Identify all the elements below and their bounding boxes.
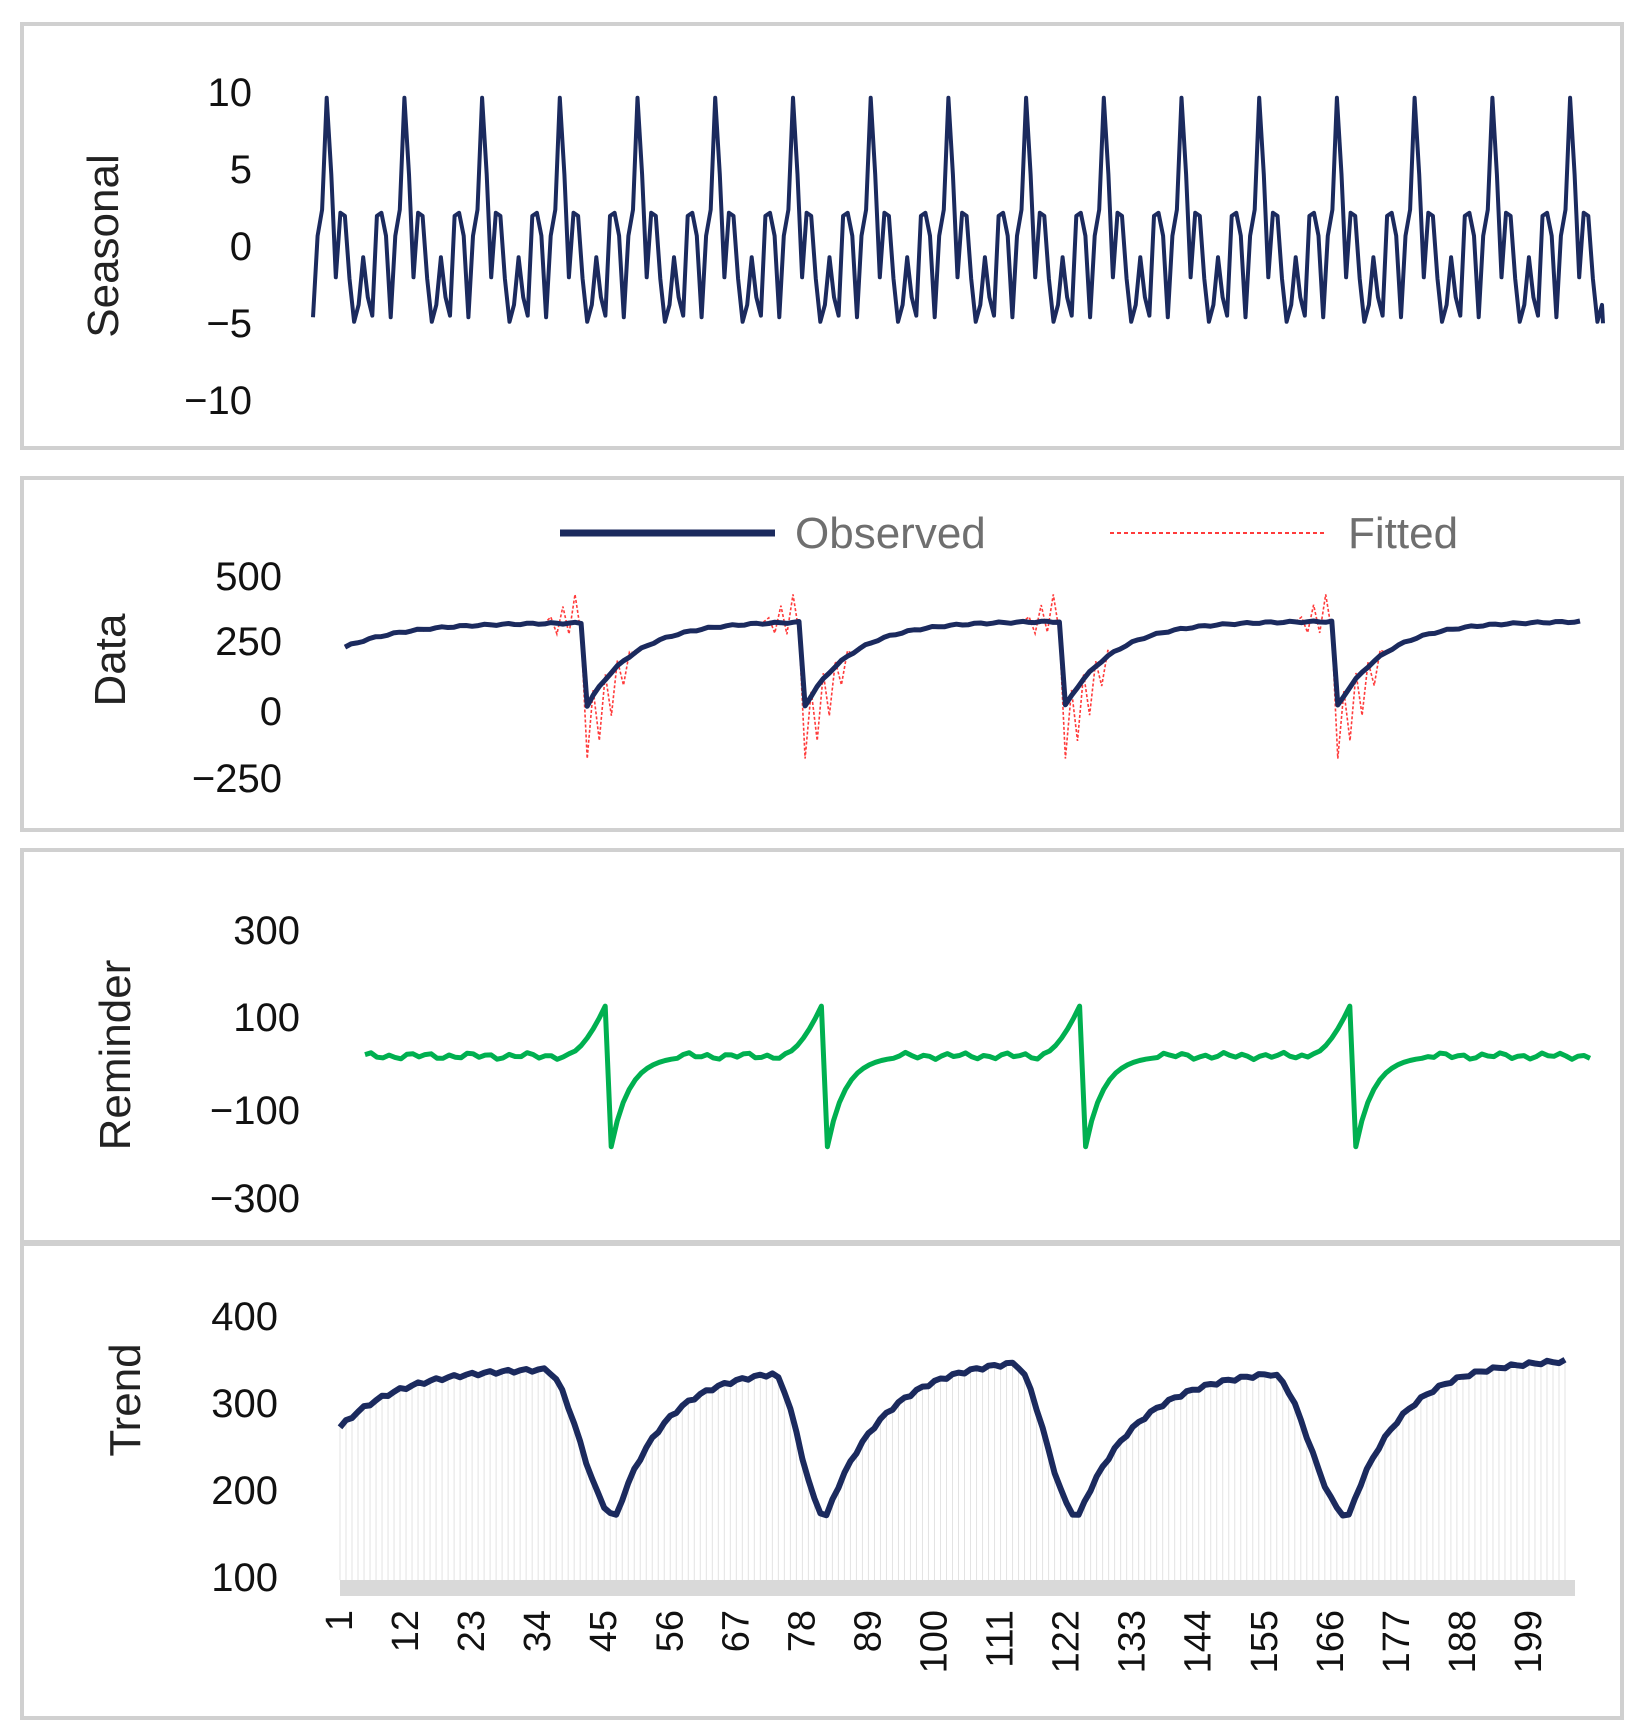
trend-x-tick-label: 111 (980, 1610, 1022, 1668)
data-panel: Data 500 250 0 −250 Observed Fitted (20, 476, 1624, 832)
seasonal-panel-border (20, 22, 1624, 450)
trend-baseline-bar (340, 1580, 1575, 1596)
trend-y-axis-label: Trend (101, 1343, 150, 1456)
remainder-panel: Reminder 300 100 −100 −300 (20, 848, 1624, 1244)
trend-x-tick-label: 78 (781, 1610, 823, 1652)
trend-line (337, 1357, 1567, 1519)
trend-x-tick-label: 34 (517, 1610, 559, 1652)
data-ytick: 500 (215, 555, 282, 599)
trend-x-tick-label: 89 (847, 1610, 889, 1652)
trend-ytick: 300 (211, 1382, 278, 1426)
remainder-y-axis-label: Reminder (91, 960, 140, 1151)
remainder-line (364, 1003, 1592, 1150)
trend-x-tick-label: 23 (451, 1610, 493, 1652)
legend-observed-label: Observed (795, 509, 986, 558)
trend-panel: Trend 400 300 200 100 1 12 23 34 45 56 67 78 89 1… (20, 1242, 1624, 1720)
trend-ytick: 400 (211, 1295, 278, 1339)
trend-x-tick-label: 133 (1112, 1610, 1154, 1673)
remainder-ytick: 300 (233, 909, 300, 953)
data-y-axis-label: Data (86, 613, 135, 706)
data-panel-border (20, 476, 1624, 832)
trend-x-tick-label: 177 (1376, 1610, 1418, 1673)
trend-x-tick-label: 188 (1442, 1610, 1484, 1673)
trend-x-tick-label: 56 (649, 1610, 691, 1652)
trend-panel-border (20, 1242, 1624, 1720)
trend-x-tick-label: 199 (1508, 1610, 1550, 1673)
observed-line (343, 618, 1581, 709)
trend-x-tick-label: 155 (1244, 1610, 1286, 1673)
seasonal-y-axis-label: Seasonal (79, 154, 128, 337)
seasonal-line (311, 95, 1605, 324)
seasonal-panel: Seasonal 10 5 0 −5 −10 (20, 22, 1624, 450)
trend-ytick: 200 (211, 1469, 278, 1513)
trend-x-tick-label: 100 (914, 1610, 956, 1673)
trend-x-tick-label: 12 (385, 1610, 427, 1652)
trend-x-tick-label: 122 (1046, 1610, 1088, 1673)
seasonal-ytick: −5 (206, 302, 252, 346)
remainder-ytick: −100 (210, 1089, 300, 1133)
trend-x-tick-label: 1 (319, 1610, 361, 1631)
data-ytick: 250 (215, 620, 282, 664)
trend-x-tick-label: 166 (1310, 1610, 1352, 1673)
data-ytick: 0 (260, 690, 282, 734)
seasonal-ytick: −10 (184, 379, 252, 423)
trend-x-tick-label: 67 (715, 1610, 757, 1652)
seasonal-ytick: 10 (208, 71, 253, 115)
seasonal-ytick: 5 (230, 148, 252, 192)
trend-x-tick-labels: 1 12 23 34 45 56 67 78 89 100 111 122 133 144 155 166 17… (319, 1610, 1550, 1673)
remainder-ytick: 100 (233, 996, 300, 1040)
legend-fitted-label: Fitted (1348, 509, 1458, 558)
trend-drop-lines (339, 1359, 1566, 1580)
seasonal-ytick: 0 (230, 225, 252, 269)
remainder-ytick: −300 (210, 1177, 300, 1221)
data-ytick: −250 (192, 757, 282, 801)
trend-ytick: 100 (211, 1556, 278, 1600)
data-legend: Observed Fitted (560, 509, 1458, 558)
trend-x-tick-label: 144 (1178, 1610, 1220, 1673)
trend-x-tick-label: 45 (583, 1610, 625, 1652)
